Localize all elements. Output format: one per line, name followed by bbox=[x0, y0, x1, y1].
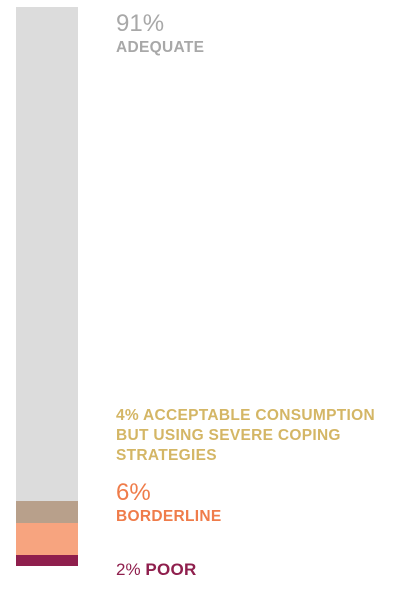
percent-poor: 2% bbox=[116, 560, 141, 579]
bar-segment-poor bbox=[16, 555, 78, 566]
percent-acceptable: 4% bbox=[116, 407, 140, 424]
category-poor: POOR bbox=[145, 560, 197, 579]
percent-adequate: 91% bbox=[116, 10, 165, 37]
bar-segment-acceptable bbox=[16, 500, 78, 523]
bar-segment-borderline bbox=[16, 522, 78, 556]
percent-borderline: 6% bbox=[116, 479, 151, 506]
label-acceptable: 4% ACCEPTABLE CONSUMPTION BUT USING SEVE… bbox=[116, 406, 406, 466]
label-adequate: 91% ADEQUATE bbox=[116, 10, 204, 56]
category-acceptable: ACCEPTABLE CONSUMPTION BUT USING SEVERE … bbox=[116, 407, 375, 465]
label-poor: 2% POOR bbox=[116, 560, 197, 580]
category-borderline: BORDERLINE bbox=[116, 507, 222, 525]
bar-segment-adequate bbox=[16, 7, 78, 501]
category-adequate: ADEQUATE bbox=[116, 38, 205, 56]
label-borderline: 6% BORDERLINE bbox=[116, 479, 221, 525]
